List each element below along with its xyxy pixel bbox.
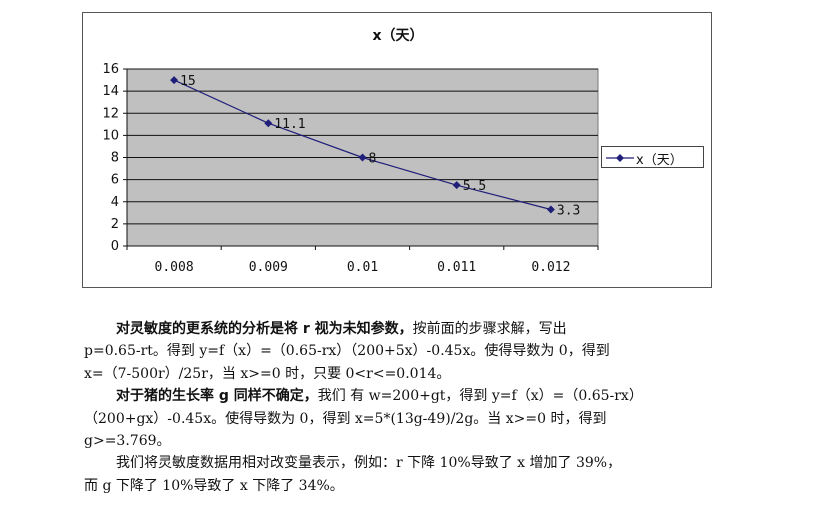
paragraph-2-bold: 对于猪的生长率 g 同样不确定， (116, 388, 318, 405)
paragraph-2-line-2: （200+gx）-0.45x。使得导数为 0，得到 x=5*(13g-49)/2… (84, 410, 607, 427)
legend-marker-icon (606, 154, 634, 162)
data-label: 11.1 (274, 117, 305, 132)
paragraph-1-rest: 按前面的步骤求解，写出 (412, 321, 567, 337)
article-text: 对灵敏度的更系统的分析是将 r 视为未知参数，按前面的步骤求解，写出 p=0.6… (84, 318, 720, 497)
x-tick-label: 0.011 (437, 260, 476, 275)
y-tick-label: 16 (102, 62, 119, 77)
y-tick-label: 10 (102, 128, 119, 143)
y-tick-label: 8 (111, 151, 119, 166)
data-point (264, 119, 273, 128)
x-tick-label: 0.008 (155, 260, 194, 275)
y-tick-label: 4 (111, 195, 119, 210)
y-tick-label: 14 (102, 84, 119, 99)
data-point (452, 181, 461, 190)
paragraph-1-line-1: 对灵敏度的更系统的分析是将 r 视为未知参数，按前面的步骤求解，写出 (84, 318, 720, 340)
chart-container: x（天） 0 2 4 6 8 10 12 14 16 0.008 0.009 0.01 0.011 0.0… (82, 12, 712, 288)
paragraph-2-line-1: 对于猪的生长率 g 同样不确定，我们 有 w=200+gt，得到 y=f（x）=… (84, 385, 720, 407)
y-tick-label: 6 (111, 173, 119, 188)
paragraph-3-line-1: 我们将灵敏度数据用相对改变量表示，例如：r 下降 10%导致了 x 增加了 39… (116, 455, 622, 472)
data-label: 8 (369, 152, 377, 167)
x-tick-label: 0.009 (249, 260, 288, 275)
paragraph-1-line-3: x=（7-500r）/25r，当 x>=0 时，只要 0<r<=0.014。 (84, 365, 451, 382)
chart-title: x（天） (372, 28, 424, 44)
x-tick-label: 0.012 (531, 260, 570, 275)
paragraph-1-line-2: p=0.65-rt。得到 y=f（x）=（0.65-rx）（200+5x）-0.… (84, 343, 610, 360)
line-chart: 0 2 4 6 8 10 12 14 16 0.008 0.009 0.01 0.011 0.012 15 1… (102, 62, 599, 275)
chart-legend: x（天） (601, 146, 704, 168)
data-label: 15 (180, 74, 196, 89)
data-point (170, 76, 179, 85)
paragraph-2-line-3: g>=3.769。 (84, 433, 171, 450)
data-point (546, 205, 555, 214)
y-tick-label: 2 (111, 217, 119, 232)
paragraph-2-rest: 我们 有 w=200+gt，得到 y=f（x）=（0.65-rx） (317, 388, 643, 405)
legend-label: x（天） (636, 153, 683, 168)
paragraph-3-line-2: 而 g 下降了 10%导致了 x 下降了 34%。 (84, 477, 344, 494)
y-tick-label: 0 (111, 239, 119, 254)
paragraph-1-bold: 对灵敏度的更系统的分析是将 r 视为未知参数， (116, 321, 413, 337)
y-tick-label: 12 (102, 106, 119, 121)
data-label: 3.3 (557, 203, 580, 218)
x-tick-label: 0.01 (347, 260, 378, 275)
data-point (358, 153, 367, 162)
data-label: 5.5 (463, 179, 486, 194)
